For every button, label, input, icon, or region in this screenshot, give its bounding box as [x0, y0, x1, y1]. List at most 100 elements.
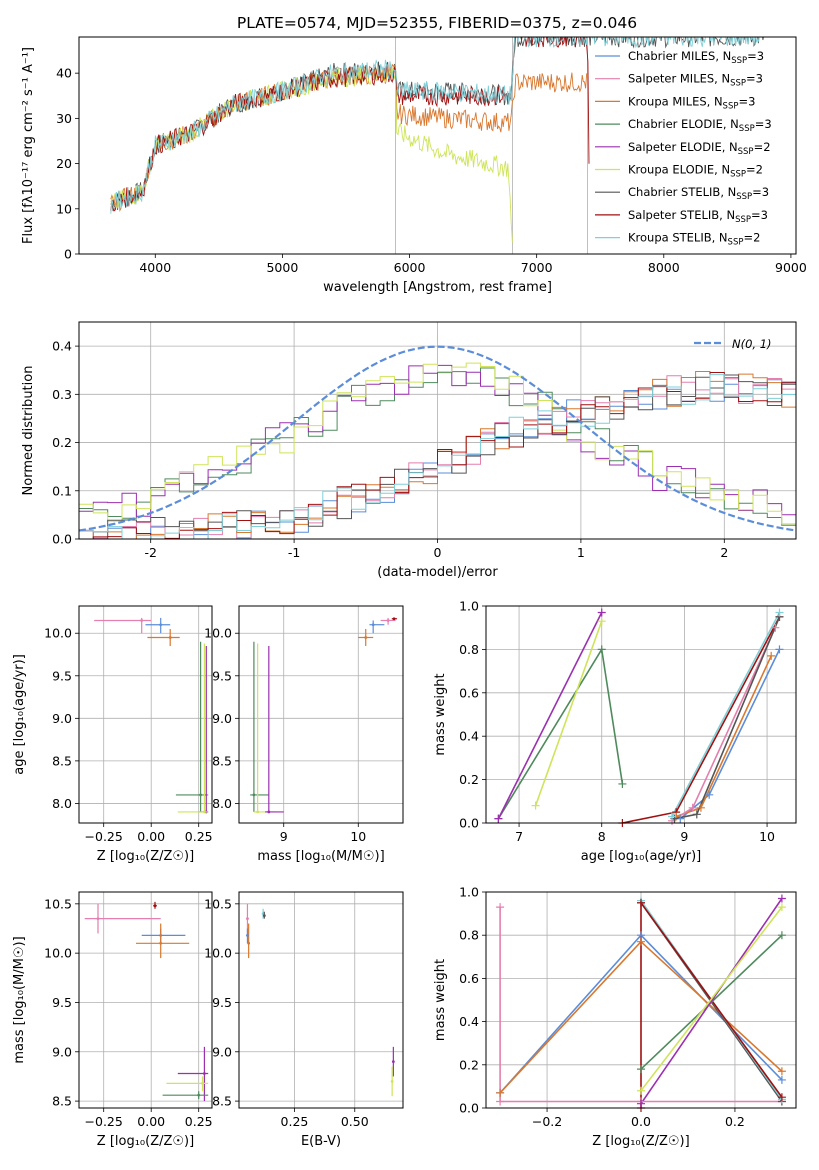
chart-weight-vs-age: 7 8 9 10 0.0 0.2 0.4 0.6 0.8 1.0 age [log₁₀(age/yr… — [433, 599, 797, 864]
y-tick-label: 9.0 — [212, 1044, 232, 1059]
x-axis-label: (data-model)/error — [377, 565, 498, 580]
legend: N(0, 1) — [694, 337, 772, 351]
error-bar-point — [265, 645, 284, 814]
x-tick-label: 0.0 — [631, 1114, 651, 1129]
plot-area — [84, 901, 209, 1102]
y-tick-label: 0.2 — [52, 435, 72, 450]
chart-age-vs-mass: 9 10 8.0 8.5 9.0 9.5 10.0 mass [log₁₀(M/M☉)] — [204, 605, 404, 864]
error-bar-point — [84, 903, 161, 934]
legend: Chabrier MILES, NSSP=3 Salpeter MILES, NS… — [595, 49, 772, 248]
weight-series — [499, 907, 782, 1103]
weight-point — [771, 623, 780, 632]
weight-point — [775, 645, 784, 654]
y-tick-label: 0.3 — [52, 387, 72, 402]
y-tick-label: 10 — [56, 201, 72, 216]
y-tick-label: 9.5 — [52, 668, 72, 683]
plot-area — [499, 898, 783, 1108]
legend-entry: Kroupa STELIB, NSSP=2 — [628, 231, 760, 248]
legend-entry: Chabrier ELODIE, NSSP=3 — [628, 117, 772, 134]
spectrum-series — [110, 37, 760, 214]
x-tick-label: 1 — [577, 545, 585, 560]
y-tick-label: 9.5 — [212, 668, 232, 683]
plot-area — [246, 903, 395, 1097]
x-tick-label: 0.25 — [185, 1114, 213, 1129]
x-tick-label: −0.2 — [532, 1114, 562, 1129]
plot-frame — [238, 605, 404, 824]
legend-entry: Chabrier STELIB, NSSP=3 — [628, 185, 769, 202]
y-tick-label: 30 — [56, 111, 72, 126]
y-tick-label: 9.5 — [52, 995, 72, 1010]
plot-area — [497, 612, 781, 823]
x-tick-label: 4000 — [139, 260, 171, 275]
x-tick-label: 9 — [280, 829, 288, 844]
plot-frame — [485, 605, 797, 824]
error-bar-point — [162, 1091, 209, 1100]
weight-point — [777, 1075, 786, 1084]
weight-point — [496, 1088, 505, 1097]
weight-point — [637, 1086, 645, 1095]
y-tick-label: 0.6 — [459, 685, 479, 700]
x-tick-label: 10 — [759, 829, 775, 844]
y-tick-label: 0.8 — [459, 928, 479, 943]
weight-series — [671, 612, 781, 817]
weight-point — [777, 903, 786, 912]
chart-age-vs-Z: −0.25 0.00 0.25 8.0 8.5 9.0 9.5 10.0 Z [log₁₀(Z/… — [12, 605, 213, 864]
x-tick-label: 8000 — [648, 260, 680, 275]
y-tick-label: 8.5 — [52, 1094, 72, 1109]
x-axis-label: E(B-V) — [301, 1134, 341, 1149]
x-tick-label: -1 — [288, 545, 300, 560]
y-tick-label: 8.5 — [52, 753, 72, 768]
x-tick-label: 9000 — [775, 260, 807, 275]
chart-mass-vs-Z: −0.25 0.00 0.25 8.5 9.0 9.5 10.0 10.5 Z [log₁₀(Z… — [12, 891, 213, 1149]
y-tick-label: 0.0 — [459, 816, 479, 831]
weight-point — [777, 894, 786, 903]
error-bar-point — [390, 1066, 394, 1097]
legend-entry: Salpeter MILES, NSSP=3 — [628, 72, 763, 89]
spectrum-series — [110, 37, 590, 212]
x-tick-label: 0.00 — [137, 829, 165, 844]
y-tick-label: 8.0 — [52, 796, 72, 811]
y-axis-label: mass weight — [433, 959, 448, 1041]
y-tick-label: 8.5 — [212, 753, 232, 768]
weight-point — [618, 779, 627, 788]
y-tick-label: 0.1 — [52, 483, 72, 498]
x-tick-label: 0.25 — [281, 1114, 309, 1129]
x-tick-label: 0.00 — [137, 1114, 165, 1129]
x-tick-label: 0.25 — [185, 829, 213, 844]
error-bar-point — [153, 901, 157, 909]
figure-title: PLATE=0574, MJD=52355, FIBERID=0375, z=0… — [237, 14, 637, 32]
x-tick-label: −0.25 — [85, 1114, 123, 1129]
plot-frame — [238, 891, 404, 1109]
y-tick-label: 0.4 — [52, 339, 72, 354]
x-axis-label: Z [log₁₀(Z/Z☉)] — [97, 1134, 194, 1149]
x-tick-label: 0.50 — [341, 1114, 369, 1129]
weight-point — [777, 1067, 786, 1076]
y-tick-label: 9.0 — [212, 711, 232, 726]
residual-histogram — [79, 374, 796, 539]
weight-series — [534, 620, 603, 806]
chart-spectrum: 4000 5000 6000 7000 8000 9000 0 10 20 30 40 wavelen… — [21, 36, 807, 295]
error-bar-point — [94, 617, 152, 634]
legend-entry: Salpeter ELODIE, NSSP=2 — [628, 140, 771, 157]
y-axis-label: mass weight — [433, 673, 448, 755]
y-tick-label: 0.6 — [459, 971, 479, 986]
weight-point — [496, 1097, 505, 1106]
plot-area — [79, 345, 796, 539]
spectrum-series — [110, 66, 513, 243]
error-bar-point — [247, 923, 251, 959]
y-tick-label: 10.0 — [44, 626, 72, 641]
x-tick-label: -2 — [144, 545, 156, 560]
y-axis-label: age [log₁₀(age/yr)] — [12, 654, 27, 775]
weight-point — [597, 608, 606, 617]
error-bar-point — [175, 641, 209, 812]
weight-point — [531, 801, 540, 810]
plot-frame — [78, 321, 797, 540]
weight-point — [775, 608, 784, 617]
plot-area — [94, 617, 209, 814]
y-tick-label: 0.0 — [52, 532, 72, 547]
y-tick-label: 0.8 — [459, 642, 479, 657]
y-tick-label: 10.0 — [204, 946, 232, 961]
weight-point — [696, 803, 705, 812]
y-tick-label: 8.5 — [212, 1094, 232, 1109]
